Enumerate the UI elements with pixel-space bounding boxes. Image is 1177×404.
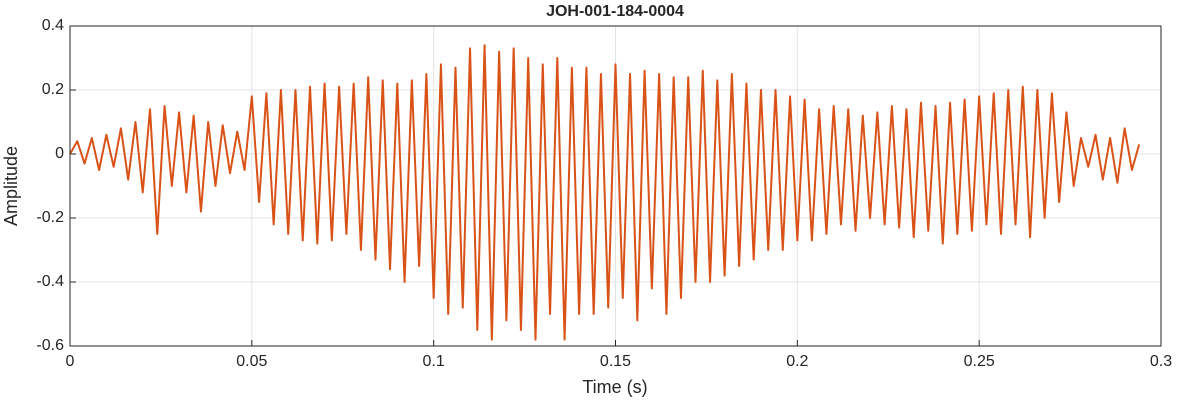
- x-tick-label: 0.1: [423, 353, 445, 370]
- y-tick-label: -0.2: [36, 209, 64, 226]
- y-tick-label: 0.4: [42, 17, 64, 34]
- waveform-line: [69, 44, 1141, 341]
- x-tick-label: 0.25: [964, 353, 995, 370]
- x-axis-label: Time (s): [582, 377, 647, 397]
- y-tick-label: 0: [55, 145, 64, 162]
- y-tick-label: -0.6: [36, 337, 64, 354]
- y-tick-label: 0.2: [42, 81, 64, 98]
- x-tick-label: 0.2: [786, 353, 808, 370]
- y-axis-label: Amplitude: [1, 146, 21, 226]
- x-tick-label: 0.3: [1150, 353, 1172, 370]
- x-tick-label: 0.15: [600, 353, 631, 370]
- x-tick-label: 0: [66, 353, 75, 370]
- x-tick-label: 0.05: [236, 353, 267, 370]
- chart-title: JOH-001-184-0004: [546, 3, 684, 20]
- y-tick-label: -0.4: [36, 273, 64, 290]
- plot-frame: [69, 25, 1162, 347]
